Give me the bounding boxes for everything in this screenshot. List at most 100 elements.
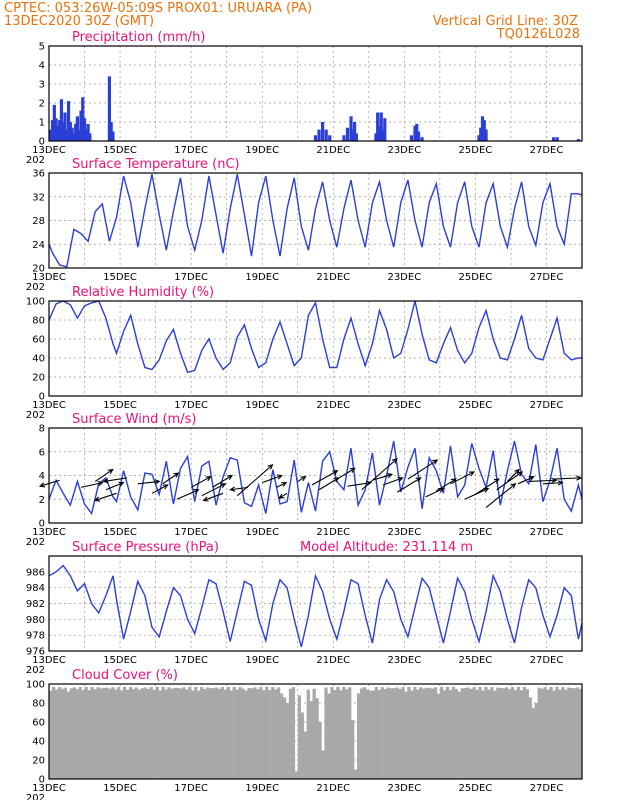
y-tick-label: 32 xyxy=(32,192,45,203)
series-line xyxy=(48,174,583,268)
precip-bar xyxy=(68,122,72,141)
cloud-bar xyxy=(226,686,230,779)
cloud-bar xyxy=(564,689,568,779)
y-tick-label: 100 xyxy=(26,297,45,308)
x-tick-label: 25DEC xyxy=(459,783,493,794)
x-tick-label: 19DEC xyxy=(245,145,279,156)
x-tick-label: 25DEC xyxy=(459,527,493,538)
cloud-bar xyxy=(422,688,426,779)
cloud-bar xyxy=(291,687,296,779)
precip-bar xyxy=(352,122,357,141)
precip-bar xyxy=(72,133,76,141)
precip-bar xyxy=(415,123,419,141)
cloud-bar xyxy=(259,686,263,779)
cloud-bar xyxy=(386,687,390,779)
cloud-bar xyxy=(99,688,103,779)
cloud-bar xyxy=(185,689,189,779)
precip-bar xyxy=(351,129,355,141)
series-line xyxy=(48,300,582,374)
precip-bar xyxy=(420,137,424,141)
x-tick-label: 13DEC xyxy=(32,655,66,666)
cloud-bar xyxy=(345,689,349,779)
cloud-bar xyxy=(505,687,509,779)
cloud-bar xyxy=(454,689,458,779)
wind-arrow xyxy=(229,486,249,492)
cloud-bar xyxy=(351,720,355,779)
panel-0: 0 1 2 3 4 5 13DEC 15DEC 17DEC 19DEC 21DEC 23DEC 25DE… xyxy=(26,30,583,166)
cloud-bar xyxy=(294,771,299,779)
cloud-bar xyxy=(158,690,162,779)
precip-bar xyxy=(413,125,417,141)
panel-2: 0 20 40 60 80 100 13DEC 15DEC 17DEC 19DEC 21DEC 23D… xyxy=(26,285,583,421)
header-line1: CPTEC: 053:26W-05:09S PROX01: URUARA (PA… xyxy=(4,1,312,16)
cloud-bar xyxy=(235,689,239,779)
precip-bar xyxy=(480,116,485,141)
x-tick-year-stub: 202 xyxy=(26,282,45,293)
x-tick-label: 15DEC xyxy=(103,400,137,411)
precip-bar xyxy=(84,129,88,141)
y-tick-label: 60 xyxy=(32,335,45,346)
wind-arrow xyxy=(93,492,117,502)
cloud-bar xyxy=(451,687,455,779)
precip-bar xyxy=(551,137,556,141)
cloud-bar xyxy=(309,701,313,779)
panel-frame xyxy=(48,555,583,652)
wind-arrow xyxy=(396,477,422,493)
wind-arrow xyxy=(80,480,104,488)
cloud-bar xyxy=(256,689,260,779)
cloud-bar xyxy=(265,686,269,779)
cloud-bar xyxy=(507,689,512,779)
cloud-bar xyxy=(214,687,219,779)
cloud-bar xyxy=(469,688,473,779)
precip-bar xyxy=(576,139,581,141)
x-tick-label: 27DEC xyxy=(530,655,564,666)
cloud-bar xyxy=(211,688,216,779)
cloud-bar xyxy=(419,687,423,779)
x-tick-label: 27DEC xyxy=(530,272,564,283)
cloud-bar xyxy=(534,703,538,779)
panel-title: Cloud Cover (%) xyxy=(72,668,178,683)
cloud-bar xyxy=(478,686,482,779)
wind-arrow xyxy=(485,483,517,508)
cloud-bar xyxy=(484,686,488,779)
precip-bar xyxy=(81,97,85,141)
cloud-bar xyxy=(69,688,73,779)
x-tick-year-stub: 202 xyxy=(26,410,45,421)
cloud-bar xyxy=(513,690,518,779)
precip-bar xyxy=(354,133,358,141)
precip-bar xyxy=(381,129,385,141)
header-model: TQ0126L028 xyxy=(496,27,580,42)
x-tick-label: 21DEC xyxy=(316,527,350,538)
cloud-bar xyxy=(318,722,322,779)
cloud-bar xyxy=(475,689,479,779)
cloud-bar xyxy=(522,686,527,779)
y-tick-label: 100 xyxy=(26,680,45,691)
cloud-bar xyxy=(510,686,515,779)
cloud-bar xyxy=(288,688,293,779)
cloud-bar xyxy=(380,687,384,779)
cloud-bar xyxy=(102,687,106,779)
cloud-bar xyxy=(558,689,562,779)
cloud-bar xyxy=(457,691,461,779)
wind-arrow xyxy=(361,458,398,491)
cloud-bar xyxy=(374,686,378,779)
x-tick-label: 25DEC xyxy=(459,655,493,666)
x-tick-label: 15DEC xyxy=(103,783,137,794)
y-tick-label: 60 xyxy=(32,718,45,729)
cloud-bar xyxy=(436,693,441,779)
wind-arrow xyxy=(162,472,180,485)
cloud-bar xyxy=(353,769,358,779)
wind-arrow xyxy=(407,459,439,480)
precip-bar xyxy=(52,104,56,141)
precip-bar xyxy=(376,112,380,141)
y-tick-label: 28 xyxy=(32,216,45,227)
wind-arrow xyxy=(553,475,583,481)
cloud-bar xyxy=(368,690,373,779)
cloud-bar xyxy=(383,688,387,779)
cloud-bar xyxy=(528,697,532,779)
precip-bar xyxy=(88,133,92,141)
wind-arrow xyxy=(311,470,339,486)
cloud-bar xyxy=(84,686,88,779)
cloud-bar xyxy=(114,689,118,779)
x-tick-label: 27DEC xyxy=(530,145,564,156)
